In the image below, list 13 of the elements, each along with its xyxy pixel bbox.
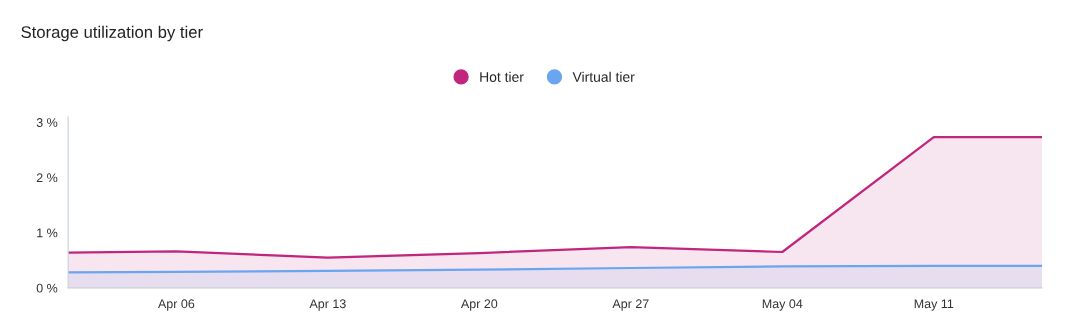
x-tick-label: Apr 20 bbox=[460, 299, 498, 311]
x-tick-label: Apr 06 bbox=[157, 299, 195, 311]
x-tick-label: May 04 bbox=[762, 299, 803, 311]
y-tick-label: 1 % bbox=[37, 228, 58, 238]
legend-label: Hot tier bbox=[480, 71, 524, 82]
x-tick-label: Apr 13 bbox=[309, 299, 346, 311]
chart-title: Storage utilization by tier bbox=[21, 25, 203, 42]
y-tick-label: 3 % bbox=[36, 118, 58, 127]
x-tick-label: May 11 bbox=[914, 299, 954, 311]
y-tick-label: 0 % bbox=[36, 283, 58, 293]
y-tick-label: 2 % bbox=[36, 173, 58, 183]
legend-label: Virtual tier bbox=[572, 71, 635, 82]
x-tick-label: Apr 27 bbox=[612, 299, 649, 311]
